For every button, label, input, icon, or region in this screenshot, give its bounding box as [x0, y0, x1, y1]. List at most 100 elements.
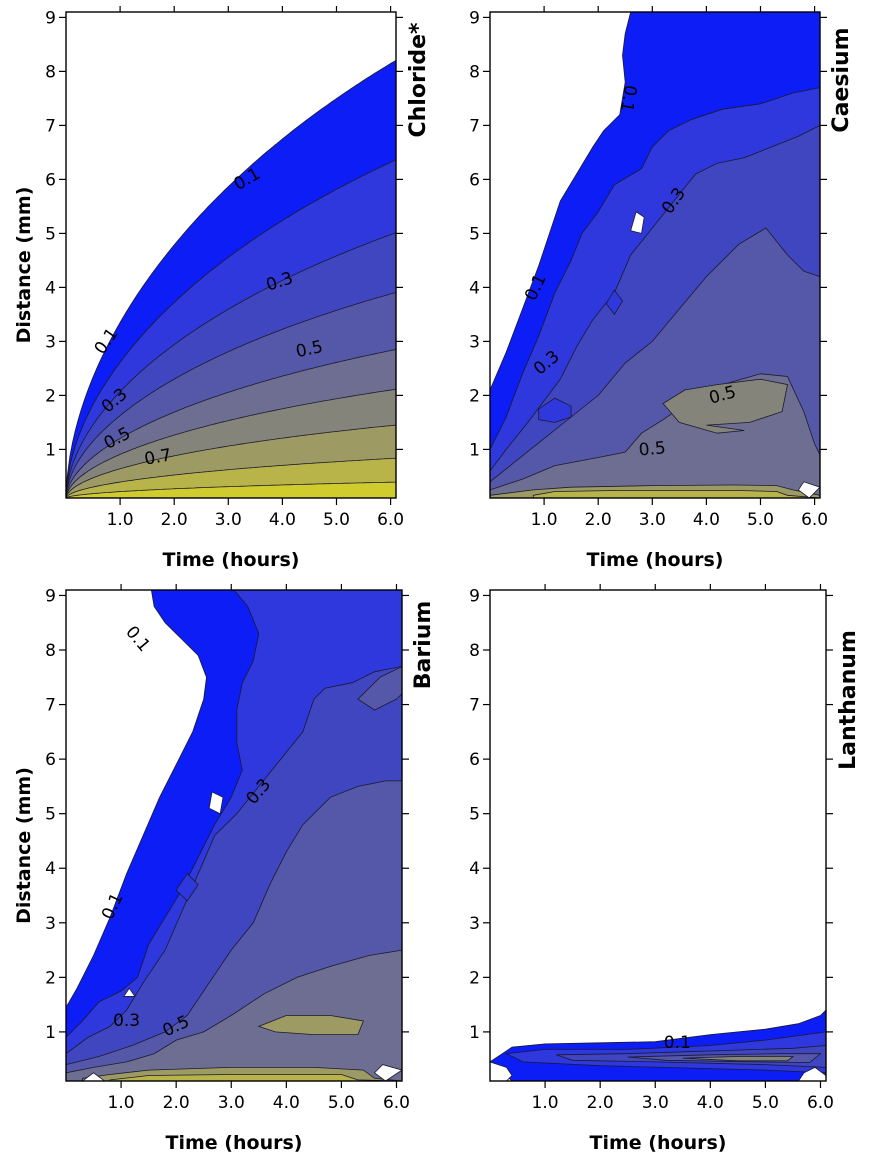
y-tick-label: 5: [45, 224, 56, 244]
contour-band: [682, 1056, 795, 1062]
contour-band: [257, 1015, 364, 1035]
x-axis-title: Time (hours): [163, 549, 300, 571]
panel-title: Lanthanum: [836, 630, 861, 770]
contour-label: 0.7: [143, 445, 173, 469]
y-tick-label: 2: [469, 386, 480, 406]
contour-band: [66, 949, 402, 1081]
y-tick-label: 6: [45, 750, 56, 770]
contour-band: [208, 791, 224, 815]
contour-label: 0.5: [638, 438, 667, 460]
y-tick-label: 1: [45, 1023, 56, 1043]
y-tick-label: 6: [469, 170, 480, 190]
contour-fill-group: [490, 1009, 826, 1081]
x-tick-label: 4.0: [697, 1093, 724, 1113]
contour-band: [123, 987, 136, 997]
x-axis-title: Time (hours): [590, 1132, 727, 1154]
panel-title: Barium: [411, 601, 436, 690]
y-tick-label: 5: [469, 224, 480, 244]
contour-band: [81, 1072, 106, 1081]
y-tick-label: 1: [45, 440, 56, 460]
contour-fill-group: [66, 59, 396, 498]
x-tick-label: 5.0: [752, 1093, 779, 1113]
x-tick-label: 5.0: [747, 510, 774, 530]
y-tick-label: 8: [469, 641, 480, 661]
contour-band: [373, 1064, 402, 1081]
y-tick-label: 6: [469, 750, 480, 770]
x-tick-label: 1.0: [108, 1093, 135, 1113]
contour-band: [798, 1066, 826, 1081]
y-tick-label: 2: [45, 386, 56, 406]
plot-frame: [489, 11, 821, 499]
contour-band: [109, 1074, 402, 1081]
plot-frame: [489, 589, 827, 1082]
y-tick-label: 6: [45, 170, 56, 190]
y-tick-label: 1: [469, 440, 480, 460]
y-tick-label: 9: [469, 586, 480, 606]
y-tick-label: 1: [469, 1023, 480, 1043]
contour-band: [662, 378, 788, 434]
y-tick-label: 2: [45, 968, 56, 988]
x-tick-label: 3.0: [642, 1093, 669, 1113]
y-tick-label: 4: [469, 278, 480, 298]
y-tick-label: 4: [45, 859, 56, 879]
x-tick-label: 3.0: [218, 1093, 245, 1113]
contour-label: 0.1: [664, 1033, 691, 1053]
y-tick-label: 8: [469, 62, 480, 82]
x-tick-label: 4.0: [693, 510, 720, 530]
y-tick-label: 7: [45, 696, 56, 716]
y-tick-label: 3: [469, 914, 480, 934]
y-tick-label: 7: [469, 696, 480, 716]
x-tick-label: 5.0: [323, 510, 350, 530]
y-tick-label: 2: [469, 968, 480, 988]
x-tick-label: 2.0: [587, 1093, 614, 1113]
y-tick-label: 3: [469, 332, 480, 352]
contour-fill-group: [490, 12, 820, 498]
x-tick-label: 2.0: [163, 1093, 190, 1113]
contour-label: 0.3: [113, 1011, 140, 1031]
plot-frame: [65, 589, 403, 1082]
x-tick-label: 1.0: [107, 510, 134, 530]
y-tick-label: 7: [45, 116, 56, 136]
contour-band: [538, 397, 572, 423]
contour-band: [490, 1061, 513, 1081]
panel-title: Caesium: [829, 27, 854, 132]
y-tick-label: 5: [45, 805, 56, 825]
x-tick-label: 1.0: [531, 510, 558, 530]
x-tick-label: 1.0: [532, 1093, 559, 1113]
y-tick-label: 3: [45, 332, 56, 352]
x-axis-title: Time (hours): [587, 549, 724, 571]
contour-band: [66, 481, 396, 498]
x-tick-label: 2.0: [161, 510, 188, 530]
y-tick-label: 9: [45, 586, 56, 606]
x-tick-label: 6.0: [383, 1093, 410, 1113]
x-tick-label: 4.0: [273, 1093, 300, 1113]
x-tick-label: 6.0: [801, 510, 828, 530]
contour-fill-group: [66, 590, 402, 1081]
contour-band: [175, 873, 199, 902]
x-axis-title: Time (hours): [166, 1132, 303, 1154]
contour-band: [605, 289, 623, 316]
y-tick-label: 8: [45, 641, 56, 661]
y-tick-label: 5: [469, 805, 480, 825]
y-tick-label: 8: [45, 62, 56, 82]
x-tick-label: 5.0: [328, 1093, 355, 1113]
x-tick-label: 6.0: [807, 1093, 834, 1113]
y-tick-label: 7: [469, 116, 480, 136]
contour-band: [532, 490, 820, 498]
x-tick-label: 4.0: [269, 510, 296, 530]
contour-band: [630, 211, 645, 234]
y-tick-label: 4: [45, 278, 56, 298]
y-tick-label: 9: [45, 8, 56, 28]
y-tick-label: 4: [469, 859, 480, 879]
contour-band: [797, 481, 820, 498]
contour-band: [357, 665, 402, 711]
y-tick-label: 9: [469, 8, 480, 28]
y-tick-label: 3: [45, 914, 56, 934]
y-axis-title: Distance (mm): [13, 767, 35, 924]
y-axis-title: Distance (mm): [13, 187, 35, 344]
panel-title: Chloride*: [406, 22, 431, 138]
